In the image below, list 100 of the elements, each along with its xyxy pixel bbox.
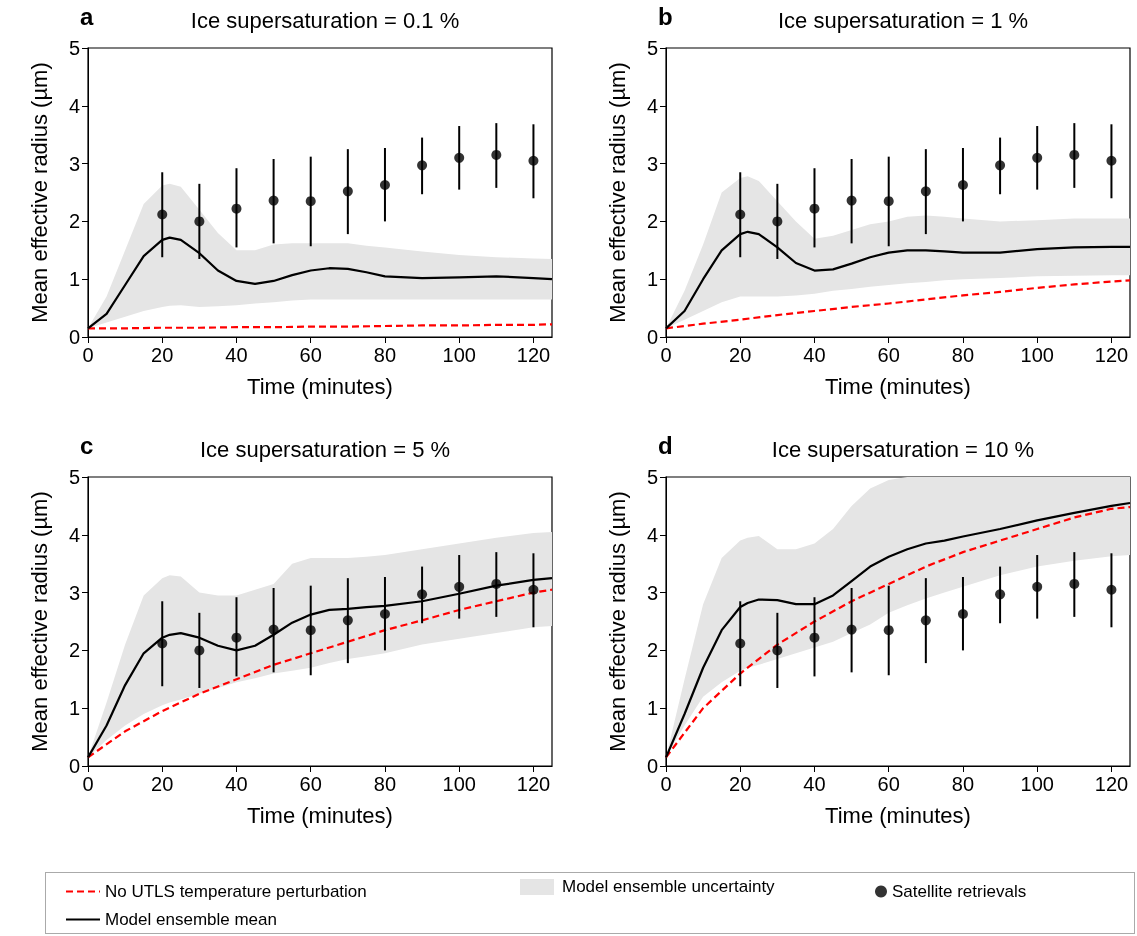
y-tick-label: 0 [68,326,80,348]
point [268,195,279,206]
y-tick-label: 0 [646,326,658,348]
x-tick-label: 60 [877,773,900,795]
y-tick-label: 5 [68,466,80,488]
text: c [80,431,94,459]
y-axis-title: Mean effective radius (µm) [604,62,630,323]
x-tick-label: 80 [951,344,975,366]
y-tick-label: 3 [646,581,658,604]
chart-title: Ice supersaturation = 0.1 % [190,7,460,33]
x-tick-label: 100 [442,344,476,366]
point [1032,581,1043,592]
x-tick-label: 80 [373,344,397,366]
x-tick-label: 40 [225,344,248,366]
y-tick-label: 2 [646,639,658,662]
chart-title: Ice supersaturation = 1 % [777,7,1029,33]
x-tick-label: 20 [151,773,174,795]
point [194,216,205,227]
x-tick-label: 100 [1020,344,1054,366]
x-tick-label: 120 [1094,344,1129,366]
point [735,638,746,649]
x-axis-title: Time (minutes) [825,373,971,399]
point [735,209,746,220]
x-tick-label: 20 [729,344,752,366]
y-axis-title: Mean effective radius (µm) [604,491,630,752]
point [194,645,205,656]
point [809,632,820,643]
y-tick-label: 0 [68,755,80,777]
y-tick-label: 0 [646,755,658,777]
x-tick-label: 120 [516,344,551,366]
point [920,186,931,197]
point [1069,149,1080,160]
y-tick-label: 2 [646,210,658,233]
point [1069,578,1080,589]
chart-title: Ice supersaturation = 5 % [199,436,451,462]
point [417,160,428,171]
point [231,203,242,214]
y-tick-label: 4 [646,523,658,546]
x-tick-label: 120 [516,773,551,795]
point [454,581,465,592]
y-tick-label: 1 [646,268,658,291]
point [883,625,894,636]
x-tick-label: 100 [442,773,476,795]
point [305,196,316,207]
line-series [664,279,1132,330]
point [920,615,931,626]
x-tick-label: 0 [660,344,672,366]
y-tick-label: 2 [68,639,80,662]
point [1106,584,1117,595]
point [1106,155,1117,166]
point [995,160,1006,171]
x-tick-label: 60 [299,773,322,795]
x-axis-title: Time (minutes) [247,802,393,828]
y-tick-label: 5 [646,37,658,59]
x-tick-label: 80 [951,773,975,795]
x-tick-label: 100 [1020,773,1054,795]
x-axis-title: Time (minutes) [825,802,971,828]
point [1032,152,1043,163]
point [883,196,894,207]
point [417,589,428,600]
legend-label: No UTLS temperature perturbation [105,882,367,901]
point [491,578,502,589]
y-tick-label: 2 [68,210,80,233]
y-tick-label: 1 [68,268,80,291]
text: Model ensemble uncertainty [562,877,775,897]
x-tick-label: 0 [82,344,94,366]
point [379,608,390,619]
y-axis-title: Mean effective radius (µm) [26,62,52,323]
y-tick-label: 5 [646,466,658,488]
text: d [658,431,673,459]
x-tick-label: 0 [660,773,672,795]
point [995,589,1006,600]
point [305,625,316,636]
x-tick-label: 40 [803,773,826,795]
x-tick-label: 20 [729,773,752,795]
point [772,645,783,656]
y-tick-label: 4 [68,94,80,117]
x-tick-label: 60 [877,344,900,366]
point [528,584,539,595]
y-tick-label: 3 [68,581,80,604]
point [957,179,968,190]
legend-label: Satellite retrievals [892,882,1027,901]
x-tick-label: 20 [151,344,174,366]
point [528,155,539,166]
y-tick-label: 1 [68,697,80,720]
legend-label: Model ensemble mean [105,910,277,929]
text: a [80,2,94,30]
point [231,632,242,643]
y-tick-label: 3 [68,152,80,175]
x-tick-label: 40 [803,344,826,366]
x-tick-label: 120 [1094,773,1129,795]
x-tick-label: 80 [373,773,397,795]
text: b [658,2,673,30]
point [268,624,279,635]
point [957,608,968,619]
y-tick-label: 3 [646,152,658,175]
point [846,195,857,206]
x-tick-label: 0 [82,773,94,795]
y-tick-label: 1 [646,697,658,720]
point [772,216,783,227]
